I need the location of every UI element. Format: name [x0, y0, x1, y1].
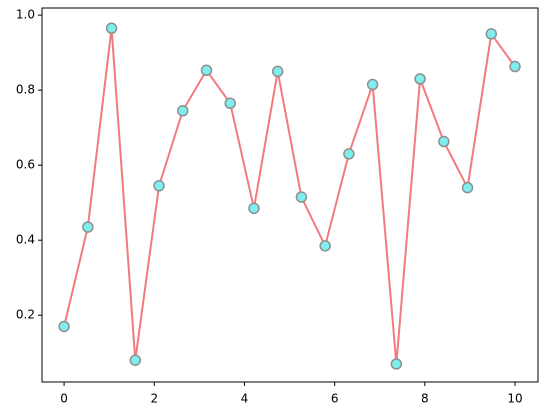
marker	[438, 135, 450, 148]
x-tick-label: 10	[507, 392, 522, 406]
x-tick-label: 8	[421, 392, 429, 406]
marker	[461, 181, 474, 194]
plot-frame	[41, 7, 539, 383]
x-tick-label: 2	[150, 392, 158, 406]
y-tick-label: 0.6	[16, 158, 35, 172]
marker	[319, 240, 331, 252]
line	[63, 28, 516, 365]
marker	[295, 191, 308, 203]
marker	[177, 105, 189, 117]
marker	[366, 78, 379, 91]
marker	[224, 97, 236, 110]
marker	[153, 180, 165, 192]
marker	[509, 60, 521, 73]
y-tick-label: 0.4	[16, 233, 35, 247]
marker	[390, 358, 403, 370]
marker	[105, 22, 118, 35]
y-tick-label: 1.0	[16, 8, 35, 22]
marker	[58, 320, 70, 333]
marker	[82, 221, 94, 233]
x-tick-label: 6	[331, 392, 339, 406]
x-tick-label: 4	[241, 392, 249, 406]
marker	[414, 73, 426, 85]
marker	[248, 202, 260, 215]
marker	[485, 28, 498, 40]
marker	[343, 148, 355, 160]
x-tick-label: 0	[60, 392, 68, 406]
marker	[200, 64, 213, 77]
y-tick-label: 0.2	[16, 308, 35, 322]
marker	[129, 354, 142, 366]
y-tick-label: 0.8	[16, 83, 35, 97]
marker	[271, 65, 284, 78]
